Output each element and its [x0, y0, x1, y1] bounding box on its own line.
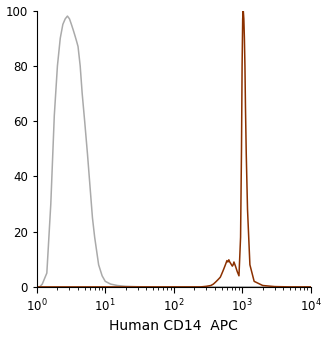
X-axis label: Human CD14  APC: Human CD14 APC: [109, 319, 238, 334]
